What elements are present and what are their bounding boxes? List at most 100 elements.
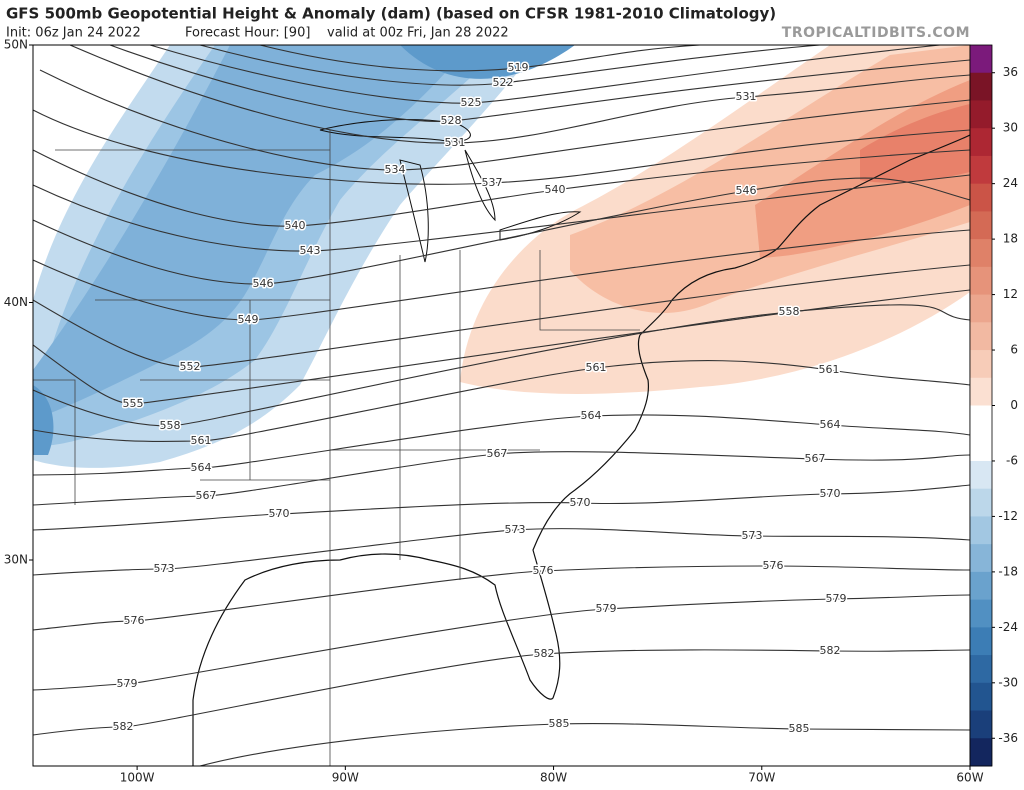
contour-label: 573 [742,529,763,542]
colorbar-block [970,266,992,296]
title: GFS 500mb Geopotential Height & Anomaly … [6,5,776,23]
contour-label: 579 [117,677,138,690]
contour-label: 525 [461,96,482,109]
contour-line [33,304,970,427]
colorbar-block [970,516,992,545]
contour-label: 552 [180,360,201,373]
contour-label: 531 [736,90,757,103]
contour-label: 537 [482,176,503,189]
y-tick-label: 40N [4,295,28,309]
contour-label: 546 [253,277,274,290]
contour-label: 570 [820,487,841,500]
contour-line [69,45,970,144]
contour-labels: 519 522 525 528 531 531 534 537 540 540 543 546 546 5… [111,60,848,737]
colorbar-block [970,710,992,739]
contour-line [33,649,970,736]
contour-label: 561 [819,363,840,376]
contour-line [149,45,941,104]
colorbar-tick-label: 36 [1003,65,1018,79]
contour-line [33,264,970,368]
colorbar-block [970,571,992,601]
contour-label: 567 [196,489,217,502]
contour-line [33,451,970,506]
contour-line [33,109,970,185]
contour-label: 549 [238,313,259,326]
contour-line [199,723,970,766]
colorbar-block [970,72,992,101]
y-tick-label: 50N [4,38,28,52]
colorbar-tick-label: -36 [998,731,1018,745]
contour-label: 582 [113,720,134,733]
colorbar-block [970,433,992,462]
contour-label: 531 [445,136,466,149]
contour-line [33,289,970,405]
coastline [192,134,970,766]
contour-label: 555 [123,397,144,410]
contour-label: 543 [300,244,321,257]
contour-label: 564 [191,461,212,474]
contour-line [33,414,970,476]
colorbar-block [970,128,992,157]
contour-label: 576 [533,564,554,577]
contour-label: 570 [570,496,591,509]
colorbar-block [970,544,992,573]
contour-label: 546 [736,184,757,197]
contour-label: 585 [789,722,810,735]
colorbar-block [970,460,992,490]
contour-line [33,177,970,285]
contour-line [33,528,970,576]
colorbar-tick-label: 6 [1010,343,1018,357]
contour-label: 573 [154,562,175,575]
anomaly-shade [33,45,470,420]
watermark: TROPICALTIDBITS.COM [782,25,970,41]
contour-line [33,484,970,531]
colorbar-block [970,627,992,656]
colorbar-block [970,599,992,628]
map: 519 522 525 528 531 531 534 537 540 540 543 546 546 5… [33,45,970,766]
contour-line [33,565,970,631]
contour-label: 540 [545,183,566,196]
colorbar-tick-label: 12 [1003,287,1018,301]
contour-label: 519 [508,61,529,74]
colorbar: 36 30 24 18 12 6 0 -6 -12 -18 -24 -30 -36 [969,44,1018,767]
map-axes: 100W 90W 80W 70W 60W 50N 40N 30N [4,38,984,785]
anomaly-shade [570,45,970,313]
colorbar-tick-label: 24 [1003,176,1018,190]
contour-label: 567 [487,447,508,460]
contour-label: 561 [586,361,607,374]
contour-label: 534 [385,163,406,176]
colorbar-block [970,211,992,240]
colorbar-block [970,738,992,767]
colorbar-block [970,45,992,74]
colorbar-tick-label: -30 [998,675,1018,689]
contour-label: 579 [826,592,847,605]
colorbar-block [970,377,992,406]
contour-line [33,149,970,227]
contour-label: 558 [160,419,181,432]
contour-label: 564 [820,418,841,431]
valid-time: valid at 00z Fri, Jan 28 2022 [327,26,509,41]
colorbar-block [970,100,992,129]
colorbar-block [970,655,992,684]
anomaly-shade [860,104,970,183]
x-tick-label: 80W [540,771,567,785]
contour-label: 564 [581,409,602,422]
contour-line [33,174,970,252]
contour-label: 576 [124,614,145,627]
borders [33,130,640,766]
colorbar-block [970,405,992,434]
contour-line [39,69,970,171]
forecast-hour: Forecast Hour: [90] [185,26,310,41]
colorbar-tick-label: 0 [1010,398,1018,412]
contour-label: 528 [441,114,462,127]
contour-label: 582 [534,647,555,660]
colorbar-block [970,350,992,379]
contour-line [33,229,970,321]
x-tick-label: 70W [748,771,775,785]
init-time: Init: 06z Jan 24 2022 [6,26,141,41]
contour-line [199,45,821,86]
colorbar-tick-label: -18 [998,564,1018,578]
colorbar-tick-label: 18 [1003,232,1018,246]
contour-label: 576 [763,559,784,572]
